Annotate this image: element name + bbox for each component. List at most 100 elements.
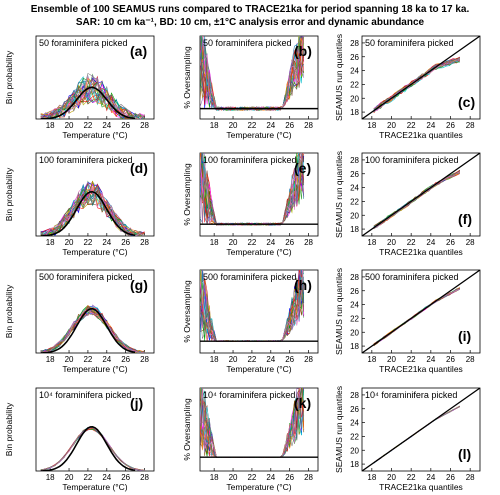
ensemble-run-line — [40, 181, 145, 236]
y-tick-label: 26 — [350, 170, 359, 179]
ensemble-run-line — [40, 190, 145, 236]
ensemble-run-line — [373, 60, 460, 111]
panel-grid: 18 20 22 24 26 28 Bin probability 50 foraminife… — [4, 34, 481, 492]
panel-letter: (h) — [294, 277, 312, 293]
y-axis-label: SEAMUS run quantiles — [334, 386, 344, 473]
x-tick-label: 24 — [266, 238, 275, 247]
ensemble-runs — [200, 36, 318, 111]
y-axis-label: SEAMUS run quantiles — [334, 151, 344, 238]
x-tick-label: 22 — [407, 121, 416, 130]
x-tick-label: 22 — [407, 238, 416, 247]
x-tick-label: 24 — [426, 121, 435, 130]
panel-tag: 10⁴ foraminifera picked — [39, 390, 131, 400]
y-tick-label: 24 — [350, 301, 359, 310]
panel-e: 18 20 22 24 26 28 % Oversampling 100 foraminife… — [182, 152, 319, 257]
panel-tag: 50 foraminifera picked — [203, 38, 292, 48]
y-tick-label: 28 — [350, 273, 359, 282]
ensemble-runs — [362, 270, 480, 353]
x-tick-label: 28 — [140, 355, 149, 364]
one-to-one-line — [362, 388, 480, 471]
x-tick-label: 26 — [121, 473, 130, 482]
panel-tag: 500 foraminifera picked — [365, 272, 459, 282]
x-tick-label: 18 — [46, 355, 55, 364]
ensemble-run-line — [373, 172, 460, 229]
panel-c: 18 20 22 24 26 28 18 20 22 24 26 28 SEAMUS run quant… — [334, 34, 481, 140]
y-tick-label: 20 — [350, 328, 359, 337]
panel-g: 18 20 22 24 26 28 Bin probability 500 foraminif… — [4, 269, 155, 374]
x-tick-label: 20 — [229, 238, 238, 247]
x-tick-label: 20 — [65, 473, 74, 482]
panel-letter: (a) — [130, 43, 147, 59]
y-tick-label: 24 — [350, 67, 359, 76]
x-tick-label: 18 — [46, 473, 55, 482]
panel-k: 18 20 22 24 26 28 % Oversampling 10⁴ foraminife… — [182, 387, 319, 492]
ensemble-runs — [40, 425, 145, 471]
y-tick-label: 18 — [350, 460, 359, 469]
ensemble-runs — [40, 72, 145, 119]
x-tick-label: 28 — [466, 238, 475, 247]
x-tick-label: 26 — [446, 121, 455, 130]
ensemble-run-line — [373, 57, 461, 109]
y-tick-label: 22 — [350, 432, 359, 441]
x-tick-label: 24 — [266, 473, 275, 482]
panel-i: 18 20 22 24 26 28 18 20 22 24 26 28 SEAMUS run quant… — [334, 268, 481, 374]
trace21ka-line — [40, 425, 136, 471]
x-tick-label: 22 — [247, 355, 256, 364]
panel-letter: (j) — [130, 395, 143, 411]
y-tick-label: 26 — [350, 53, 359, 62]
x-tick-label: 22 — [247, 238, 256, 247]
x-tick-label: 20 — [65, 121, 74, 130]
x-axis-label: TRACE21ka quantiles — [379, 482, 463, 492]
ensemble-run-line — [200, 36, 305, 111]
x-tick-label: 18 — [210, 355, 219, 364]
x-tick-label: 28 — [304, 238, 313, 247]
ensemble-run-line — [40, 185, 145, 236]
x-tick-label: 20 — [387, 355, 396, 364]
x-tick-label: 26 — [285, 473, 294, 482]
y-axis-label: Bin probability — [4, 402, 14, 456]
y-axis-label: % Oversampling — [182, 398, 192, 461]
ensemble-runs — [362, 388, 480, 471]
x-tick-label: 24 — [426, 473, 435, 482]
y-axis-label: SEAMUS run quantiles — [334, 34, 344, 121]
x-tick-label: 24 — [102, 473, 111, 482]
plot-frame — [35, 35, 155, 120]
figure-title-line-1: Ensemble of 100 SEAMUS runs compared to … — [31, 4, 470, 15]
y-tick-label: 26 — [350, 287, 359, 296]
x-tick-label: 20 — [65, 355, 74, 364]
y-tick-label: 24 — [350, 184, 359, 193]
x-tick-label: 18 — [210, 473, 219, 482]
one-to-one-line — [362, 153, 480, 236]
x-tick-label: 18 — [210, 238, 219, 247]
x-tick-label: 24 — [102, 238, 111, 247]
panel-h: 18 20 22 24 26 28 % Oversampling 500 foraminife… — [182, 269, 319, 374]
x-tick-label: 26 — [121, 238, 130, 247]
x-tick-label: 26 — [285, 121, 294, 130]
y-axis-label: Bin probability — [4, 167, 14, 221]
x-axis-label: Temperature (°C) — [226, 130, 291, 140]
x-tick-label: 26 — [446, 355, 455, 364]
x-tick-label: 18 — [367, 355, 376, 364]
panel-tag: 10⁴ foraminifera picked — [203, 390, 295, 400]
y-axis-label: % Oversampling — [182, 163, 192, 226]
ensemble-runs — [200, 388, 318, 458]
x-axis-label: TRACE21ka quantiles — [379, 247, 463, 257]
panel-letter: (f) — [458, 211, 472, 227]
panel-letter: (g) — [130, 277, 148, 293]
ensemble-runs — [40, 304, 145, 353]
x-tick-label: 28 — [466, 355, 475, 364]
panel-j: 18 20 22 24 26 28 Bin probability 10⁴ foraminif… — [4, 387, 155, 492]
x-tick-label: 18 — [367, 238, 376, 247]
x-axis-label: Temperature (°C) — [62, 364, 127, 374]
panel-letter: (c) — [458, 94, 475, 110]
y-tick-label: 22 — [350, 80, 359, 89]
x-axis-label: TRACE21ka quantiles — [379, 130, 463, 140]
ensemble-run-line — [373, 58, 460, 112]
x-tick-label: 20 — [387, 121, 396, 130]
x-tick-label: 22 — [83, 355, 92, 364]
y-tick-label: 18 — [350, 225, 359, 234]
y-tick-label: 20 — [350, 446, 359, 455]
x-tick-label: 26 — [121, 121, 130, 130]
x-tick-label: 20 — [65, 238, 74, 247]
